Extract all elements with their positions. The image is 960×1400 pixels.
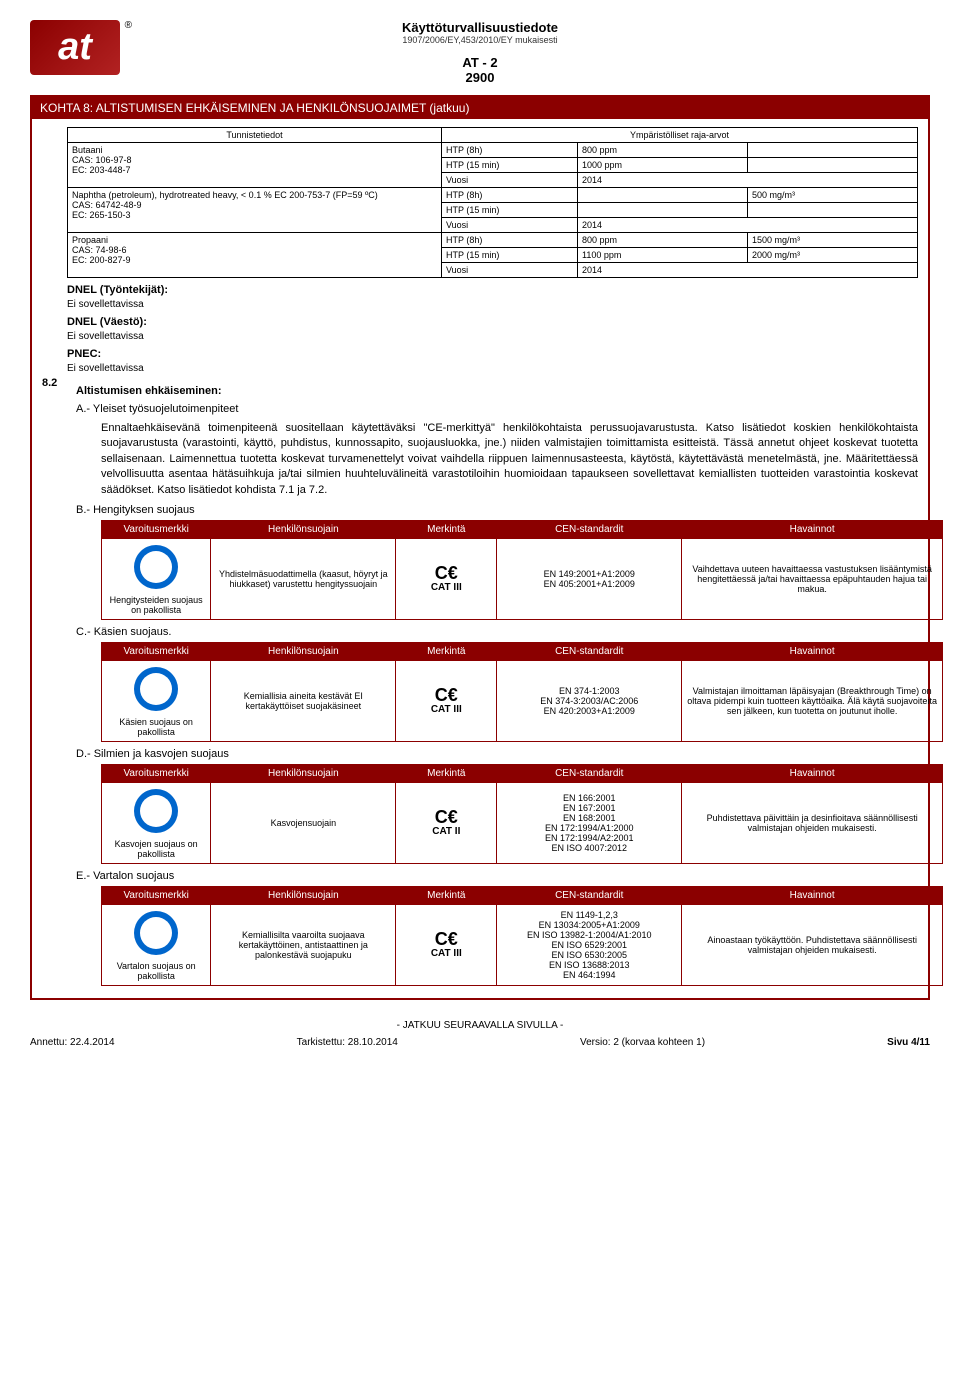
dnel-workers: DNEL (Työntekijät): bbox=[67, 284, 918, 296]
dnel-workers-v: Ei sovellettavissa bbox=[67, 299, 918, 310]
doc-reg: 1907/2006/EY,453/2010/EY mukaisesti bbox=[30, 35, 930, 45]
c-table: VaroitusmerkkiHenkilönsuojainMerkintäCEN… bbox=[101, 642, 943, 742]
section-title: KOHTA 8: ALTISTUMISEN EHKÄISEMINEN JA HE… bbox=[32, 97, 928, 119]
pnec-v: Ei sovellettavissa bbox=[67, 363, 918, 374]
logo: at bbox=[30, 20, 120, 75]
d-icon bbox=[134, 789, 178, 833]
b-icon bbox=[134, 545, 178, 589]
doc-num: 2900 bbox=[30, 70, 930, 85]
f-rev: Tarkistettu: 28.10.2014 bbox=[297, 1037, 398, 1048]
c-icon bbox=[134, 667, 178, 711]
f-ver: Versio: 2 (korvaa kohteen 1) bbox=[580, 1037, 705, 1048]
doc-title: Käyttöturvallisuustiedote bbox=[30, 20, 930, 35]
exposure-table: TunnistetiedotYmpäristölliset raja-arvot… bbox=[67, 127, 918, 278]
c-title: C.- Käsien suojaus. bbox=[76, 626, 918, 638]
footer-line: Annettu: 22.4.2014 Tarkistettu: 28.10.20… bbox=[30, 1037, 930, 1048]
e-table: VaroitusmerkkiHenkilönsuojainMerkintäCEN… bbox=[101, 886, 943, 986]
main-box: KOHTA 8: ALTISTUMISEN EHKÄISEMINEN JA HE… bbox=[30, 95, 930, 1000]
pnec: PNEC: bbox=[67, 348, 918, 360]
doc-at: AT - 2 bbox=[30, 55, 930, 70]
s82-a: A.- Yleiset työsuojelutoimenpiteet bbox=[76, 403, 918, 415]
s82-title: Altistumisen ehkäiseminen: bbox=[76, 385, 918, 397]
dnel-pop: DNEL (Väestö): bbox=[67, 316, 918, 328]
cont-note: - JATKUU SEURAAVALLA SIVULLA - bbox=[30, 1020, 930, 1031]
s82-num: 8.2 bbox=[42, 377, 66, 389]
th-id: Tunnistetiedot bbox=[68, 128, 442, 143]
th-env: Ympäristölliset raja-arvot bbox=[442, 128, 918, 143]
s82-para: Ennaltaehkäisevänä toimenpiteenä suosite… bbox=[101, 421, 918, 498]
e-icon bbox=[134, 911, 178, 955]
e-title: E.- Vartalon suojaus bbox=[76, 870, 918, 882]
f-date: Annettu: 22.4.2014 bbox=[30, 1037, 115, 1048]
d-table: VaroitusmerkkiHenkilönsuojainMerkintäCEN… bbox=[101, 764, 943, 864]
d-title: D.- Silmien ja kasvojen suojaus bbox=[76, 748, 918, 760]
b-title: B.- Hengityksen suojaus bbox=[76, 504, 918, 516]
header: at Käyttöturvallisuustiedote 1907/2006/E… bbox=[30, 20, 930, 85]
f-page: Sivu 4/11 bbox=[887, 1037, 930, 1048]
b-table: VaroitusmerkkiHenkilönsuojainMerkintäCEN… bbox=[101, 520, 943, 620]
dnel-pop-v: Ei sovellettavissa bbox=[67, 331, 918, 342]
